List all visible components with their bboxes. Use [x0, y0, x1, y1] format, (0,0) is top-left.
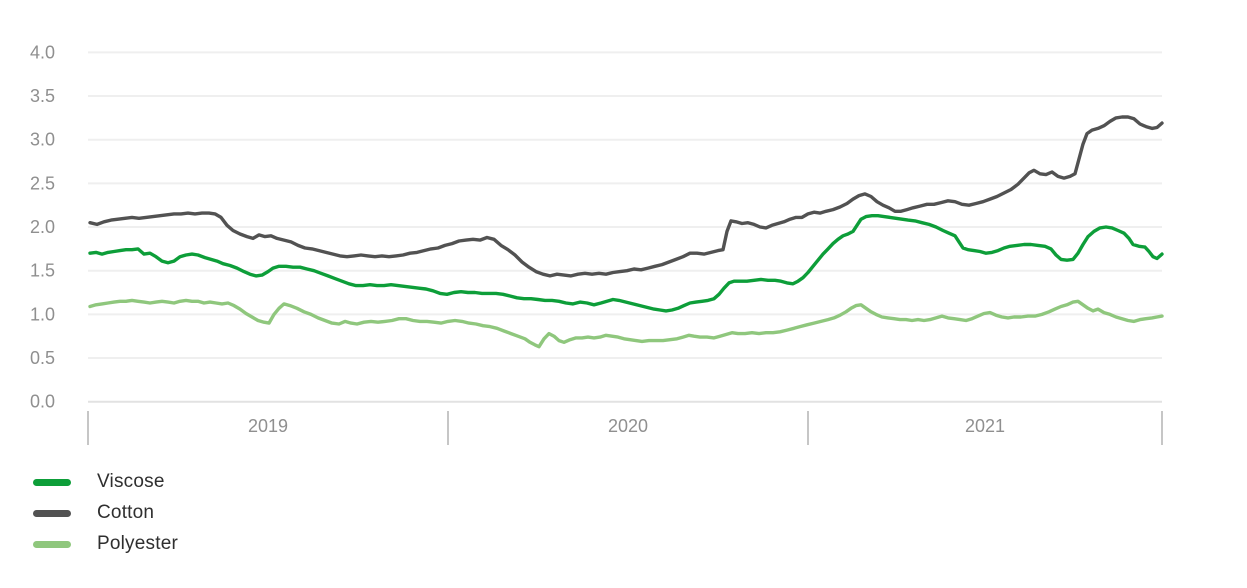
legend-row-cotton: Cotton [33, 502, 178, 524]
y-axis-tick-label: 0.0 [30, 392, 55, 412]
legend-label-cotton: Cotton [97, 502, 155, 523]
y-axis-tick-label: 3.0 [30, 130, 55, 150]
legend-row-polyester: Polyester [33, 533, 178, 555]
y-axis-tick-label: 2.5 [30, 173, 55, 193]
y-axis-tick-label: 1.5 [30, 261, 55, 281]
cotton-line [88, 115, 1164, 278]
y-axis-tick-label: 0.5 [30, 348, 55, 368]
viscose-line-swatch [33, 478, 71, 486]
legend-label-viscose: Viscose [97, 471, 165, 492]
x-axis-tick-label: 2020 [608, 416, 648, 436]
legend-row-viscose: Viscose [33, 471, 178, 493]
x-axis-tick-label: 2019 [248, 416, 288, 436]
cotton-line-swatch [33, 509, 71, 517]
legend: Viscose Cotton Polyester [33, 471, 178, 555]
legend-label-polyester: Polyester [97, 533, 179, 554]
y-axis-tick-label: 1.0 [30, 304, 55, 324]
y-axis-tick-label: 4.0 [30, 42, 55, 62]
polyester-line [88, 298, 1164, 349]
x-axis-tick-label: 2021 [965, 416, 1005, 436]
viscose-line [88, 213, 1164, 313]
y-axis-tick-label: 3.5 [30, 86, 55, 106]
polyester-line-swatch [33, 540, 71, 548]
y-axis-tick-label: 2.0 [30, 217, 55, 237]
